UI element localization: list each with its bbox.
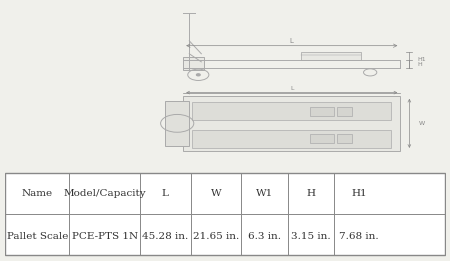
Text: Name: Name — [22, 189, 53, 198]
Bar — [183, 57, 204, 70]
Bar — [192, 130, 391, 148]
Text: 6.3 in.: 6.3 in. — [248, 232, 281, 241]
Text: PCE-PTS 1N: PCE-PTS 1N — [72, 232, 138, 241]
Bar — [310, 134, 334, 143]
Text: 21.65 in.: 21.65 in. — [193, 232, 239, 241]
Text: H1: H1 — [417, 57, 426, 62]
Text: H: H — [306, 189, 315, 198]
Text: 3.15 in.: 3.15 in. — [291, 232, 331, 241]
Bar — [301, 52, 361, 60]
Text: Model/Capacity: Model/Capacity — [63, 189, 146, 198]
Text: Pallet Scale: Pallet Scale — [7, 232, 68, 241]
Bar — [183, 96, 400, 151]
Bar — [192, 102, 391, 120]
Text: 7.68 in.: 7.68 in. — [339, 232, 379, 241]
Text: W1: W1 — [256, 189, 273, 198]
Text: L: L — [290, 86, 293, 91]
Bar — [165, 101, 189, 146]
Text: L: L — [290, 38, 294, 44]
Text: W: W — [418, 121, 424, 126]
Text: L: L — [162, 189, 169, 198]
Circle shape — [197, 74, 200, 76]
Text: H1: H1 — [351, 189, 367, 198]
Text: H: H — [417, 62, 422, 67]
Bar — [337, 134, 352, 143]
Text: 45.28 in.: 45.28 in. — [142, 232, 189, 241]
Text: W: W — [211, 189, 221, 198]
Bar — [337, 107, 352, 116]
Bar — [310, 107, 334, 116]
